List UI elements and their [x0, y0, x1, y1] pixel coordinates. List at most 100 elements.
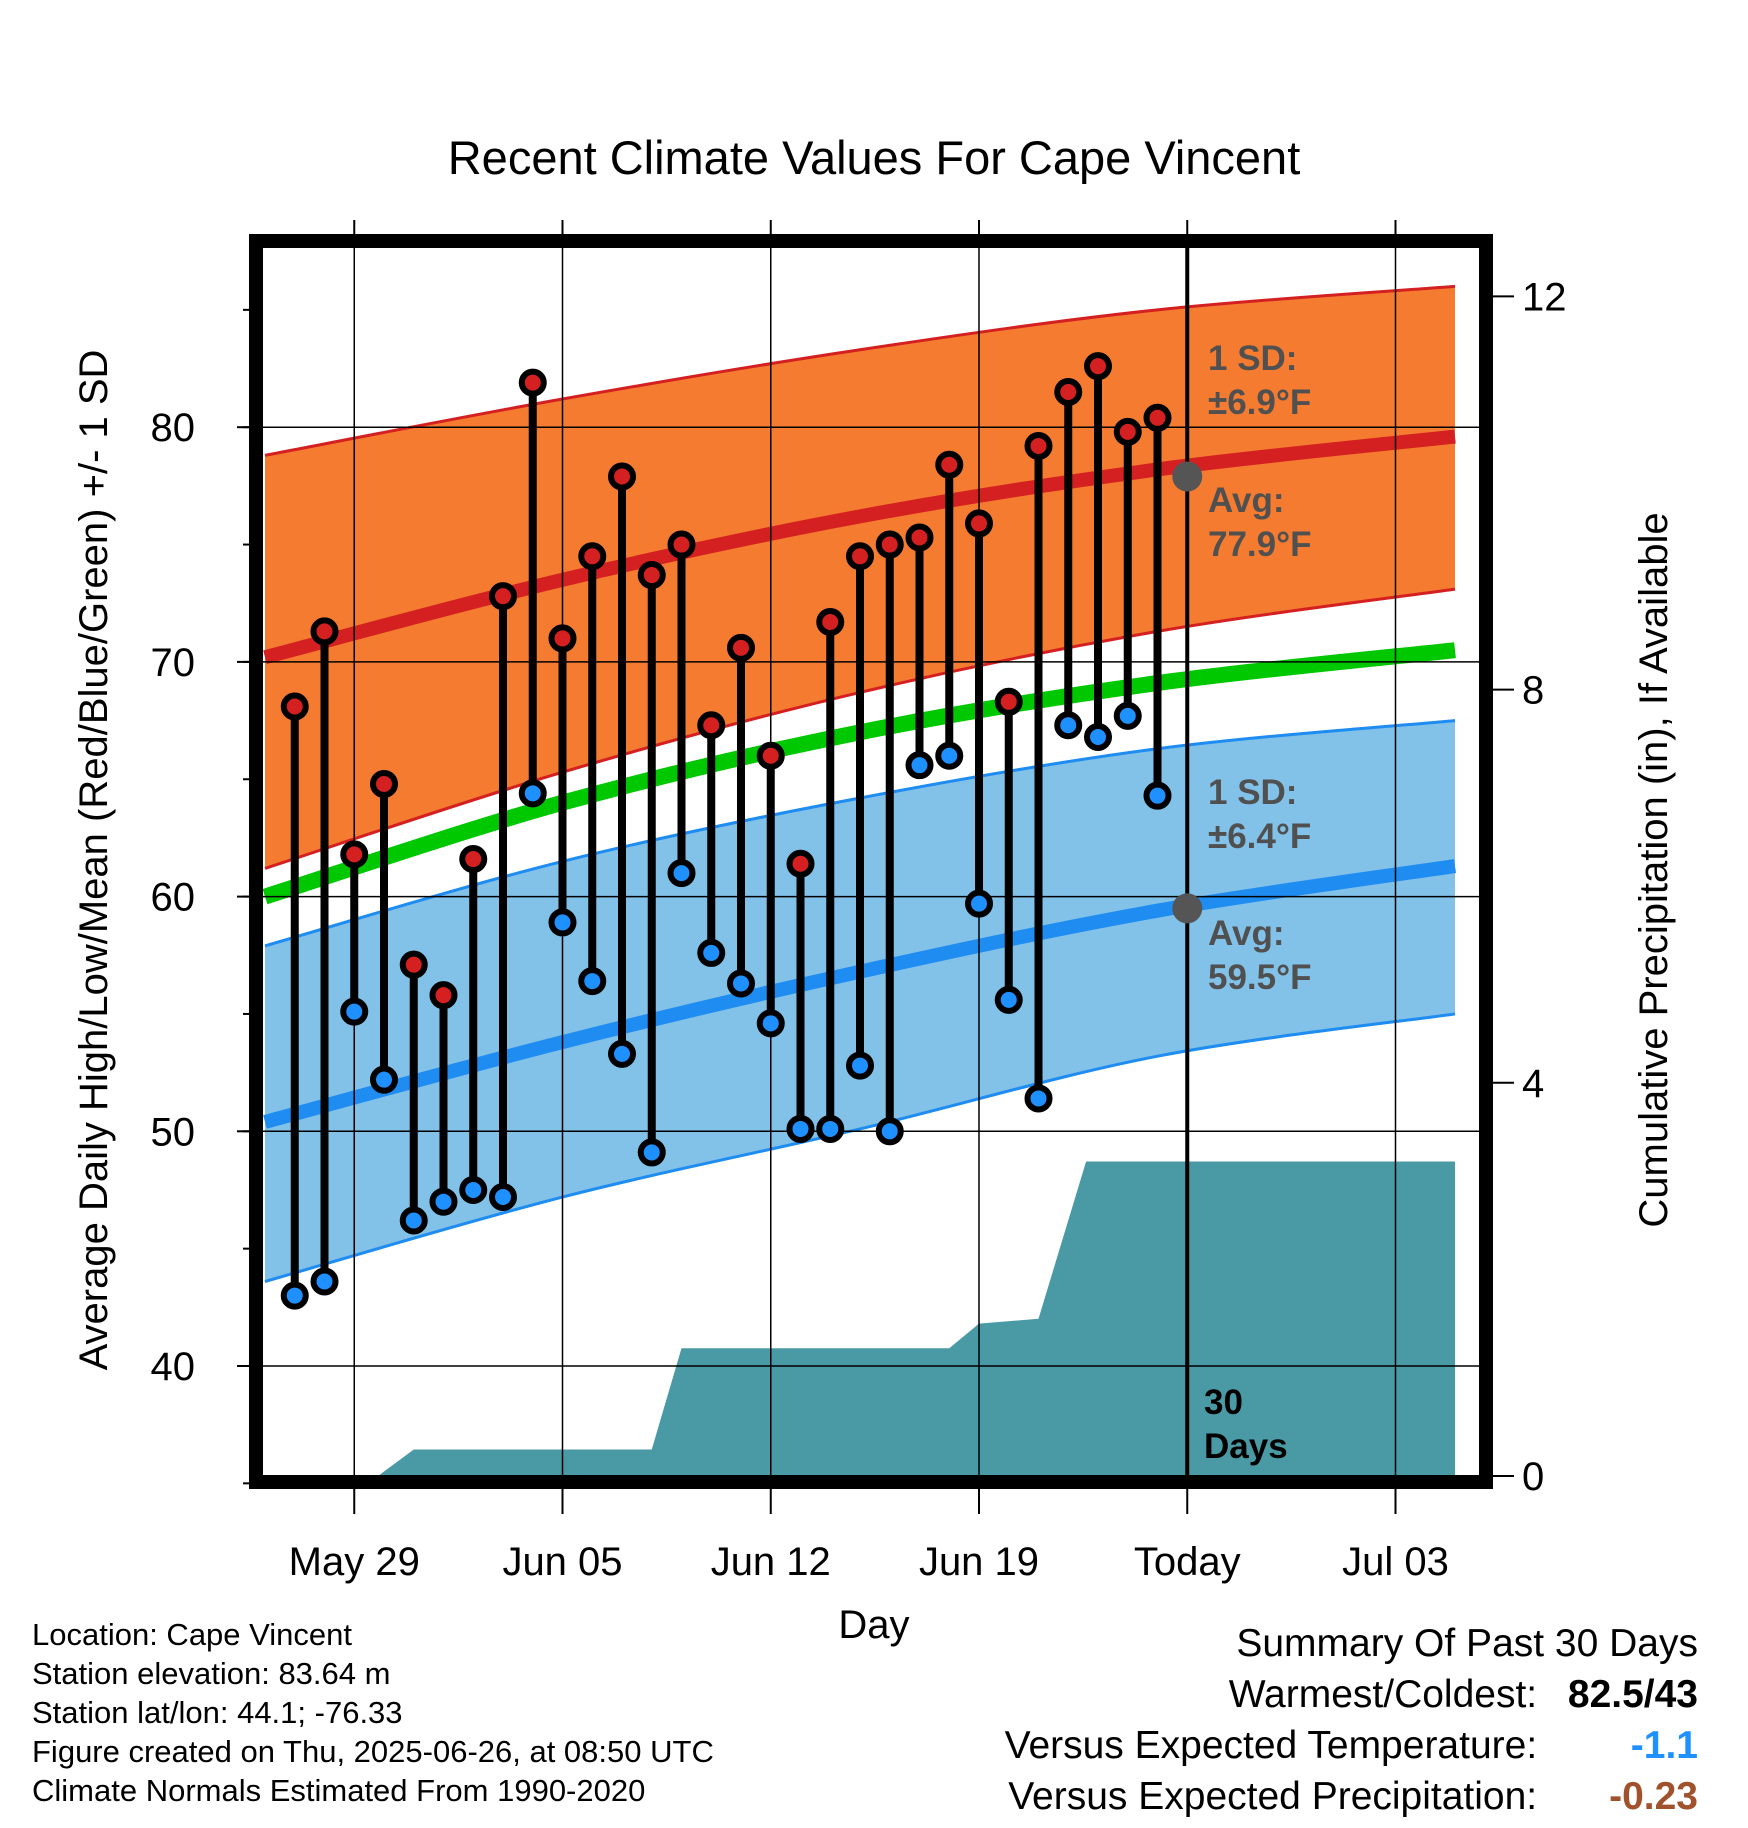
plot-area: 1 SD: ±6.9°F Avg: 77.9°F 1 SD: ±6.4°F Avg: 59.5…: [262, 247, 1480, 1476]
daily-low-point: [875, 1117, 904, 1146]
daily-high-point: [667, 530, 696, 559]
daily-low-point: [786, 1114, 815, 1143]
daily-low-point: [489, 1183, 517, 1212]
daily-high-point: [578, 542, 607, 571]
daily-high-point: [697, 711, 726, 740]
normals-text: Climate Normals Estimated From 1990-2020: [32, 1773, 646, 1808]
low-sd-value: ±6.4°F: [1208, 817, 1311, 856]
y2-axis-label: Cumulative Precipitation (in), If Availa…: [1632, 512, 1676, 1227]
x-axis-label: Day: [838, 1603, 909, 1647]
daily-high-point: [548, 624, 577, 653]
summary-panel: Summary Of Past 30 Days Warmest/Coldest:…: [1005, 1618, 1698, 1822]
elevation-text: Station elevation: 83.64 m: [32, 1656, 391, 1691]
warm-cold-value: 82.5/43: [1567, 1673, 1698, 1716]
x-tick-label: Jun 19: [919, 1540, 1039, 1584]
daily-low-point: [459, 1175, 488, 1204]
y-tick-label: 50: [151, 1110, 196, 1154]
daily-high-point: [935, 450, 964, 479]
daily-high-point: [637, 561, 666, 590]
daily-high-point: [310, 617, 339, 646]
daily-high-point: [399, 950, 428, 979]
summary-warm-cold-row: Warmest/Coldest: 82.5/43: [1005, 1669, 1698, 1720]
y-axis-label: Average Daily High/Low/Mean (Red/Blue/Gr…: [72, 350, 116, 1371]
daily-low-point: [608, 1039, 636, 1068]
y2-tick-label: 8: [1522, 669, 1544, 713]
daily-high-point: [965, 509, 993, 538]
daily-low-point: [727, 969, 755, 998]
daily-low-point: [846, 1051, 874, 1080]
x-tick-label: Jul 03: [1342, 1540, 1449, 1584]
daily-high-point: [429, 981, 458, 1010]
low-sd-title: 1 SD:: [1208, 773, 1297, 812]
y2-tick-label: 0: [1522, 1455, 1544, 1499]
daily-high-point: [370, 769, 398, 798]
y2-tick-label: 4: [1522, 1062, 1544, 1106]
daily-low-point: [667, 859, 696, 888]
daily-low-point: [1113, 701, 1142, 730]
daily-low-point: [965, 889, 993, 918]
daily-low-point: [816, 1114, 845, 1143]
daily-low-point: [429, 1187, 458, 1216]
x-tick-label: May 29: [289, 1540, 420, 1584]
daily-low-point: [905, 751, 934, 780]
daily-low-point: [518, 779, 547, 808]
high-sd-title: 1 SD:: [1208, 339, 1297, 378]
daily-high-point: [786, 849, 815, 878]
daily-low-point: [637, 1138, 666, 1167]
high-avg-title: Avg:: [1208, 481, 1284, 520]
daily-high-point: [340, 840, 369, 869]
high-avg-value: 77.9°F: [1208, 525, 1312, 564]
summary-precip-row: Versus Expected Precipitation: -0.23: [1005, 1771, 1698, 1822]
days-word-label: Days: [1204, 1427, 1288, 1466]
location-text: Location: Cape Vincent: [32, 1617, 352, 1652]
precip-area: [378, 1161, 1455, 1476]
daily-low-point: [1143, 781, 1172, 810]
daily-high-point: [459, 845, 488, 874]
summary-temp-row: Versus Expected Temperature: -1.1: [1005, 1720, 1698, 1771]
station-info: Location: Cape Vincent Station elevation…: [32, 1615, 714, 1810]
daily-low-point: [1024, 1084, 1053, 1113]
daily-high-point: [846, 542, 874, 571]
annotations: 1 SD: ±6.9°F Avg: 77.9°F 1 SD: ±6.4°F Avg: 59.5…: [1204, 339, 1312, 1466]
daily-low-point: [370, 1065, 398, 1094]
plot-frame: [249, 234, 1493, 1489]
daily-low-point: [1054, 711, 1083, 740]
today-high-avg-marker: [1172, 461, 1203, 492]
daily-high-point: [608, 462, 636, 491]
x-tick-label: Jun 05: [502, 1540, 622, 1584]
daily-high-point: [816, 608, 845, 637]
today-low-avg-marker: [1172, 893, 1203, 924]
daily-low-point: [280, 1281, 309, 1310]
daily-values: [280, 352, 1172, 1310]
daily-high-point: [1054, 377, 1083, 406]
days-count-label: 30: [1204, 1383, 1243, 1422]
daily-low-point: [399, 1206, 428, 1235]
y-tick-label: 70: [151, 641, 196, 685]
daily-low-point: [578, 967, 607, 996]
daily-high-point: [727, 633, 755, 662]
axis-ticks: [237, 220, 1514, 1514]
y-tick-label: 60: [151, 876, 196, 920]
daily-high-point: [280, 692, 309, 721]
daily-low-point: [756, 1009, 785, 1038]
daily-high-point: [875, 530, 904, 559]
daily-high-point: [1113, 417, 1142, 446]
created-text: Figure created on Thu, 2025-06-26, at 08…: [32, 1734, 714, 1769]
daily-low-point: [310, 1267, 339, 1296]
precip-anomaly-label: Versus Expected Precipitation:: [1008, 1775, 1538, 1818]
daily-high-point: [1024, 431, 1053, 460]
summary-title: Summary Of Past 30 Days: [1236, 1622, 1698, 1665]
warm-cold-label: Warmest/Coldest:: [1228, 1673, 1538, 1716]
daily-high-point: [489, 582, 517, 611]
temp-anomaly-value: -1.1: [1630, 1724, 1698, 1767]
daily-low-point: [1084, 723, 1112, 752]
daily-high-point: [1143, 403, 1172, 432]
chart-title: Recent Climate Values For Cape Vincent: [448, 131, 1301, 184]
high-upper-edge: [264, 284, 1456, 457]
high-sd-value: ±6.9°F: [1208, 383, 1311, 422]
latlon-text: Station lat/lon: 44.1; -76.33: [32, 1695, 403, 1730]
daily-high-point: [994, 687, 1023, 716]
daily-high-point: [905, 523, 934, 552]
y2-tick-label: 12: [1522, 275, 1567, 319]
